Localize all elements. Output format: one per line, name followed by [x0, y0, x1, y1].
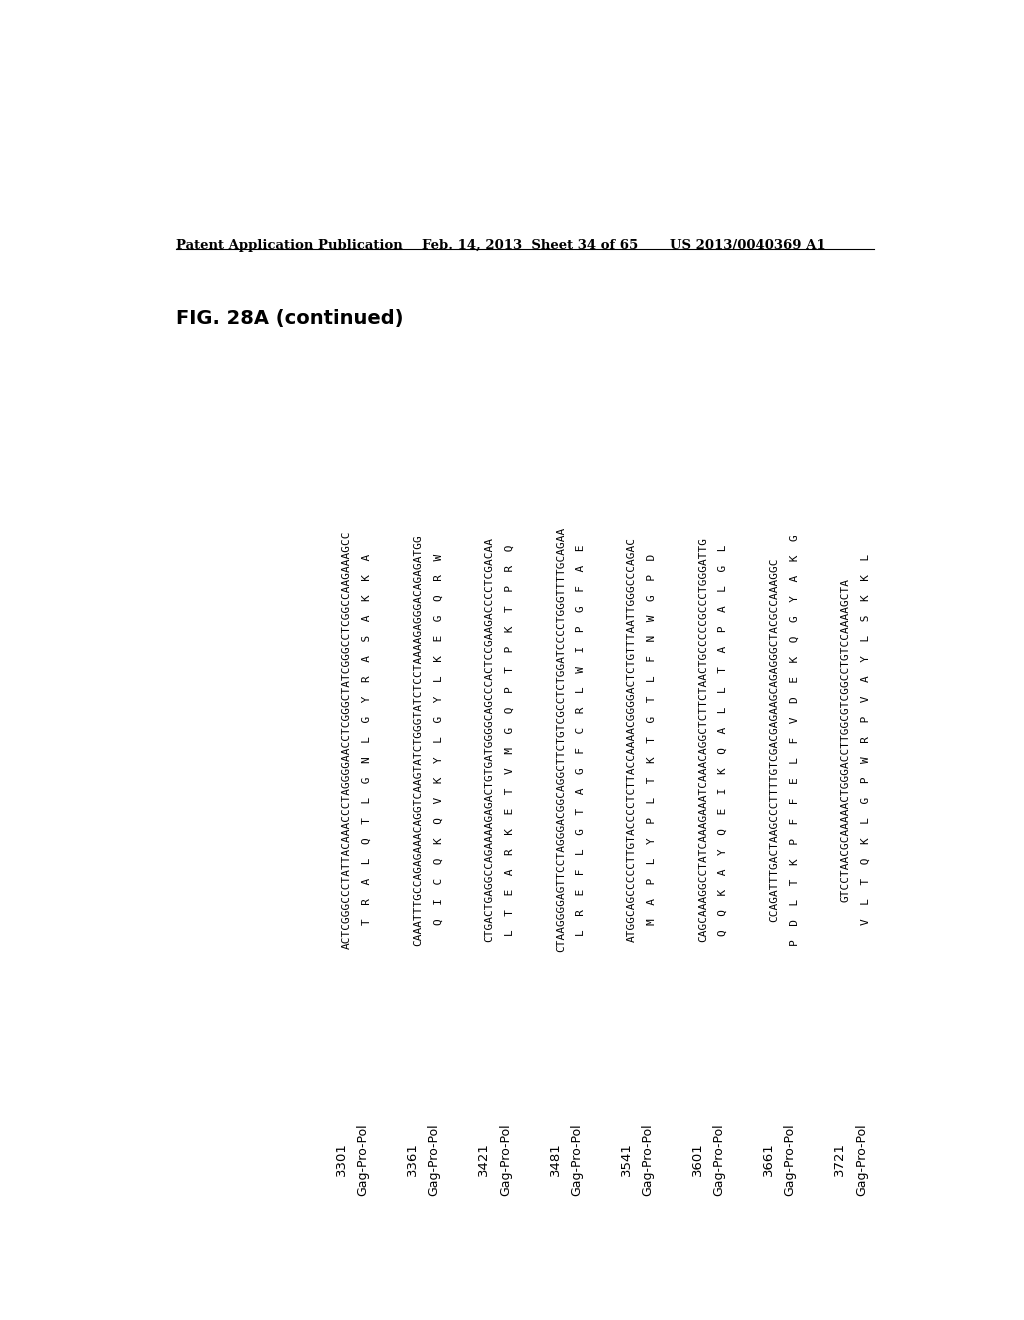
Text: 3601: 3601 [691, 1143, 705, 1176]
Text: ACTCGGGCCCTATTACAAACCCTAGGGGAACCTCGGGCTATCGGGCCTCGGCCAAGAAAGCC: ACTCGGGCCCTATTACAAACCCTAGGGGAACCTCGGGCTA… [342, 531, 352, 949]
Text: Gag-Pro-Pol: Gag-Pro-Pol [855, 1123, 867, 1196]
Text: CCAGATTTGACTAAGCCCTTTTGTCGACGAGAAGCAGAGGGCTACGCCAAAGGC: CCAGATTTGACTAAGCCCTTTTGTCGACGAGAAGCAGAGG… [769, 557, 779, 921]
Text: CAGCAAAGGCCTATCAAAGAAATCAAACAGGCTCTTCTAACTGCCCCCGCCCTGGGATTG: CAGCAAAGGCCTATCAAAGAAATCAAACAGGCTCTTCTAA… [698, 537, 709, 942]
Text: Gag-Pro-Pol: Gag-Pro-Pol [570, 1123, 583, 1196]
Text: ATGGCAGCCCCCTTGTACCCCTCTTACCAAAACGGGGACTCTGTTTAATTGGGCCCAGAC: ATGGCAGCCCCCTTGTACCCCTCTTACCAAAACGGGGACT… [627, 537, 637, 942]
Text: Feb. 14, 2013  Sheet 34 of 65: Feb. 14, 2013 Sheet 34 of 65 [423, 239, 639, 252]
Text: Gag-Pro-Pol: Gag-Pro-Pol [783, 1123, 797, 1196]
Text: L  R  E  F  L  G  T  A  G  F  C  R  L  W  I  P  G  F  A  E: L R E F L G T A G F C R L W I P G F A E [575, 544, 586, 936]
Text: L  T  E  A  R  K  E  T  V  M  G  Q  P  T  P  K  T  P  R  Q: L T E A R K E T V M G Q P T P K T P R Q [505, 544, 514, 936]
Text: T  R  A  L  Q  T  L  G  N  L  G  Y  R  A  S  A  K  K  A: T R A L Q T L G N L G Y R A S A K K A [362, 554, 372, 925]
Text: V  L  T  Q  K  L  G  P  W  R  P  V  A  Y  L  S  K  K  L: V L T Q K L G P W R P V A Y L S K K L [860, 554, 870, 925]
Text: GTCCTAACGCAAAAACTGGGACCTTGGCGTCGGCCTGTCCAAAAGCTA: GTCCTAACGCAAAAACTGGGACCTTGGCGTCGGCCTGTCC… [841, 578, 851, 902]
Text: Q  Q  K  A  Y  Q  E  I  K  Q  A  L  L  T  A  P  A  L  G  L: Q Q K A Y Q E I K Q A L L T A P A L G L [718, 544, 728, 936]
Text: P  D  L  T  K  P  F  F  E  L  F  V  D  E  K  Q  G  Y  A  K  G: P D L T K P F F E L F V D E K Q G Y A K … [790, 533, 800, 945]
Text: US 2013/0040369 A1: US 2013/0040369 A1 [671, 239, 826, 252]
Text: 3301: 3301 [335, 1143, 348, 1176]
Text: M  A  P  L  Y  P  L  T  K  T  G  T  L  F  N  W  G  P  D: M A P L Y P L T K T G T L F N W G P D [647, 554, 657, 925]
Text: Gag-Pro-Pol: Gag-Pro-Pol [428, 1123, 440, 1196]
Text: CTAAGGGGAGTTCCTAGGGACGGCAGGCTTCTGTCGCCTCTGGATCCCCTGGGTTTTGCAGAA: CTAAGGGGAGTTCCTAGGGACGGCAGGCTTCTGTCGCCTC… [556, 527, 565, 952]
Text: CTGACTGAGGCCAGAAAAGAGACTGTGATGGGGCAGCCCACTCCGAAGACCCCTCGACAA: CTGACTGAGGCCAGAAAAGAGACTGTGATGGGGCAGCCCA… [484, 537, 495, 942]
Text: FIG. 28A (continued): FIG. 28A (continued) [176, 309, 403, 327]
Text: Gag-Pro-Pol: Gag-Pro-Pol [499, 1123, 512, 1196]
Text: 3421: 3421 [477, 1143, 490, 1176]
Text: 3661: 3661 [762, 1143, 775, 1176]
Text: CAAATTTGCCAGAGAAACAGGTCAAGTATCTGGGTATCTCCTAAAAGAGGGACAGAGATGG: CAAATTTGCCAGAGAAACAGGTCAAGTATCTGGGTATCTC… [414, 533, 423, 945]
Text: Patent Application Publication: Patent Application Publication [176, 239, 402, 252]
Text: Gag-Pro-Pol: Gag-Pro-Pol [713, 1123, 725, 1196]
Text: Gag-Pro-Pol: Gag-Pro-Pol [356, 1123, 370, 1196]
Text: 3541: 3541 [620, 1143, 633, 1176]
Text: Q  I  C  Q  K  Q  V  K  Y  L  G  Y  L  K  E  G  Q  R  W: Q I C Q K Q V K Y L G Y L K E G Q R W [433, 554, 443, 925]
Text: Gag-Pro-Pol: Gag-Pro-Pol [641, 1123, 654, 1196]
Text: 3481: 3481 [549, 1143, 561, 1176]
Text: 3721: 3721 [834, 1142, 847, 1176]
Text: 3361: 3361 [407, 1143, 419, 1176]
